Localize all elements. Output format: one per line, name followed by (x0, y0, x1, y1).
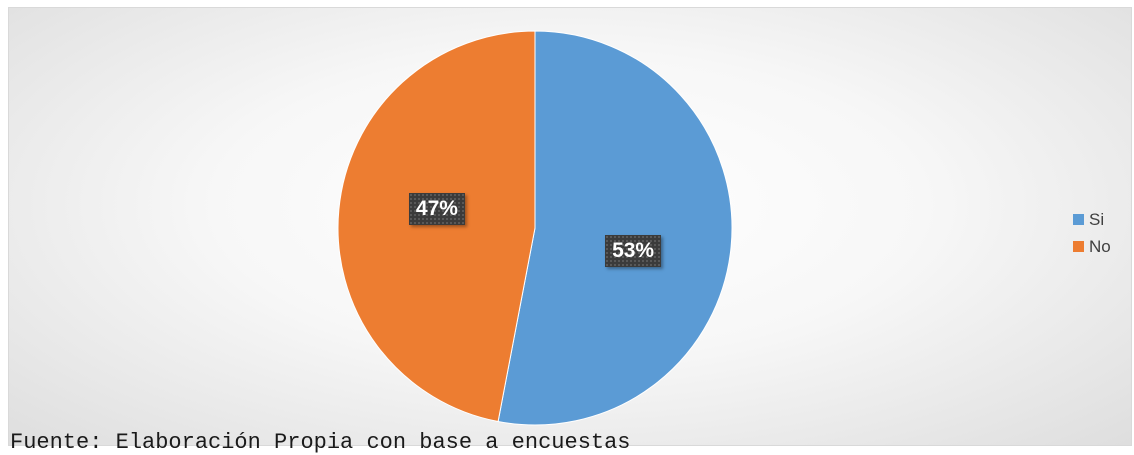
legend-swatch-no (1073, 241, 1084, 252)
legend-label-no: No (1089, 236, 1111, 256)
legend-label-si: Si (1089, 209, 1105, 229)
pie-slice-no (337, 30, 536, 423)
pie-slice-si (497, 30, 733, 426)
legend-swatch-si (1073, 214, 1084, 225)
data-label-no: 47% (408, 192, 465, 225)
legend: Si No (1073, 206, 1111, 260)
data-label-si: 53% (605, 235, 662, 268)
source-note: Fuente: Elaboración Propia con base a en… (10, 430, 631, 455)
legend-item-no: No (1073, 233, 1111, 260)
pie-chart (337, 30, 733, 426)
legend-item-si: Si (1073, 206, 1111, 233)
chart-area: 53% 47% Si No (8, 7, 1132, 446)
